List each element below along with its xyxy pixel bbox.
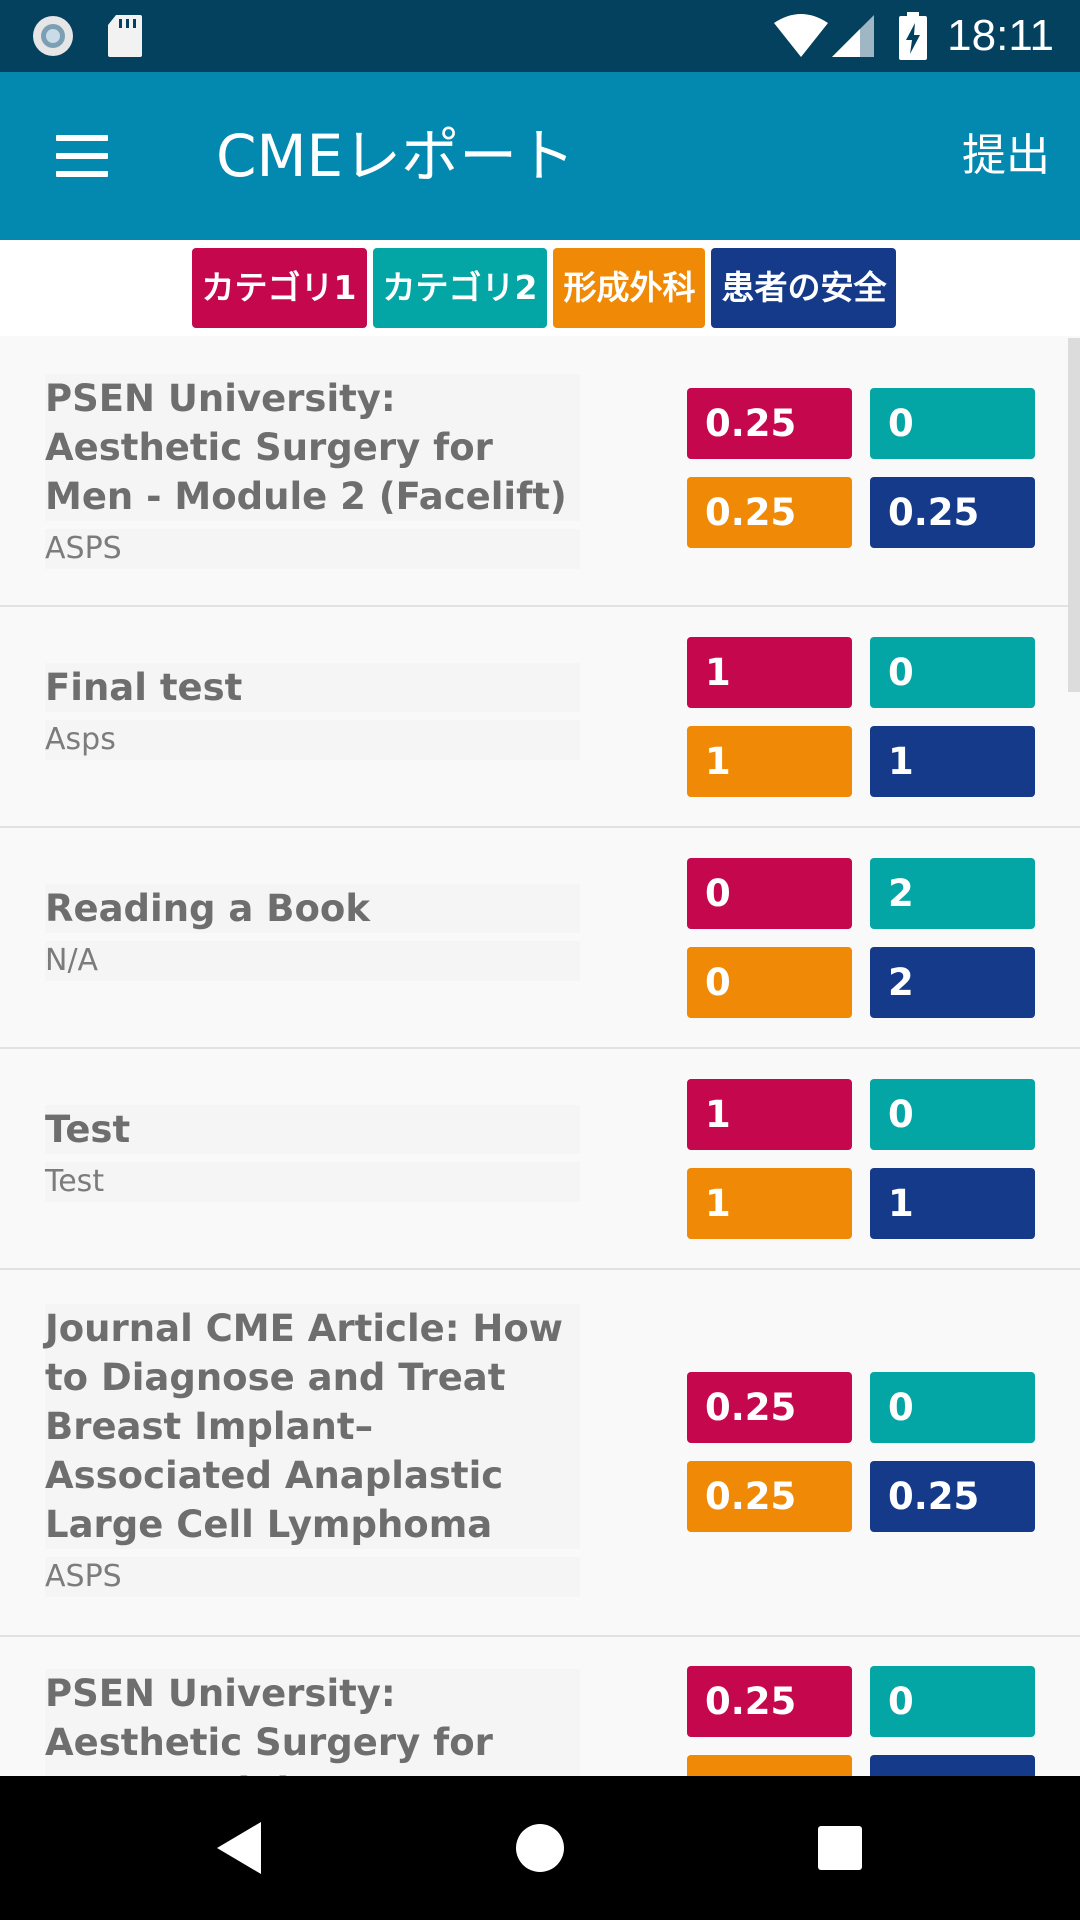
plastic-surgery-credit: 0 bbox=[687, 947, 852, 1018]
list-item[interactable]: Test Test 1 0 1 1 bbox=[0, 1049, 1080, 1270]
category1-credit: 0.25 bbox=[687, 388, 852, 459]
category2-credit: 0 bbox=[870, 1372, 1035, 1443]
item-provider: ASPS bbox=[45, 1557, 580, 1597]
plastic-surgery-credit: 1 bbox=[687, 1168, 852, 1239]
item-title: PSEN University: Aesthetic Surgery for M… bbox=[45, 374, 580, 521]
wifi-icon bbox=[772, 0, 830, 72]
recents-icon[interactable] bbox=[760, 1776, 920, 1920]
category2-credit: 0 bbox=[870, 1666, 1035, 1737]
category2-credit: 0 bbox=[870, 388, 1035, 459]
item-title: PSEN University: Aesthetic Surgery for M… bbox=[45, 1669, 580, 1776]
item-title: Final test bbox=[45, 663, 580, 712]
hamburger-menu-icon[interactable] bbox=[46, 120, 118, 192]
plastic-surgery-credit: 0.25 bbox=[687, 477, 852, 548]
legend-category1: カテゴリ1 bbox=[191, 248, 367, 328]
list-item[interactable]: Reading a Book N/A 0 2 0 2 bbox=[0, 828, 1080, 1049]
category2-credit: 0 bbox=[870, 1079, 1035, 1150]
item-provider: Test bbox=[45, 1162, 580, 1202]
item-provider: ASPS bbox=[45, 529, 580, 569]
patient-safety-credit bbox=[870, 1755, 1035, 1776]
category1-credit: 0.25 bbox=[687, 1372, 852, 1443]
patient-safety-credit: 1 bbox=[870, 726, 1035, 797]
back-icon[interactable] bbox=[160, 1776, 320, 1920]
category2-credit: 2 bbox=[870, 858, 1035, 929]
plastic-surgery-credit: 1 bbox=[687, 726, 852, 797]
legend-category2: カテゴリ2 bbox=[372, 248, 548, 328]
item-provider: Asps bbox=[45, 720, 580, 760]
cme-report-list: PSEN University: Aesthetic Surgery for M… bbox=[0, 336, 1080, 1776]
plastic-surgery-credit bbox=[687, 1755, 852, 1776]
home-icon[interactable] bbox=[460, 1776, 620, 1920]
patient-safety-credit: 2 bbox=[870, 947, 1035, 1018]
patient-safety-credit: 0.25 bbox=[870, 1461, 1035, 1532]
clock: 18:11 bbox=[947, 11, 1054, 60]
legend-patient-safety: 患者の安全 bbox=[711, 248, 897, 328]
legend-plastic-surgery: 形成外科 bbox=[553, 248, 706, 328]
item-provider: N/A bbox=[45, 941, 580, 981]
submit-button[interactable]: 提出 bbox=[962, 130, 1050, 181]
category2-credit: 0 bbox=[870, 637, 1035, 708]
app-bar: CMEレポート 提出 bbox=[0, 72, 1080, 240]
category1-credit: 1 bbox=[687, 1079, 852, 1150]
sd-card-icon bbox=[106, 0, 144, 72]
item-title: Reading a Book bbox=[45, 884, 580, 933]
category1-credit: 1 bbox=[687, 637, 852, 708]
list-item[interactable]: PSEN University: Aesthetic Surgery for M… bbox=[0, 336, 1080, 607]
scrollbar[interactable] bbox=[1068, 338, 1080, 692]
list-item[interactable]: Final test Asps 1 0 1 1 bbox=[0, 607, 1080, 828]
patient-safety-credit: 0.25 bbox=[870, 477, 1035, 548]
item-title: Journal CME Article: How to Diagnose and… bbox=[45, 1304, 580, 1549]
category-legend: カテゴリ1 カテゴリ2 形成外科 患者の安全 bbox=[0, 240, 1080, 336]
page-title: CMEレポート bbox=[216, 122, 576, 190]
item-title: Test bbox=[45, 1105, 580, 1154]
patient-safety-credit: 1 bbox=[870, 1168, 1035, 1239]
plastic-surgery-credit: 0.25 bbox=[687, 1461, 852, 1532]
category1-credit: 0.25 bbox=[687, 1666, 852, 1737]
record-icon bbox=[30, 0, 76, 72]
list-item[interactable]: Journal CME Article: How to Diagnose and… bbox=[0, 1270, 1080, 1637]
navigation-bar bbox=[0, 1776, 1080, 1920]
cellular-signal-icon bbox=[830, 0, 876, 72]
category1-credit: 0 bbox=[687, 858, 852, 929]
status-bar: 18:11 bbox=[0, 0, 1080, 72]
battery-charging-icon bbox=[898, 0, 928, 72]
list-item[interactable]: PSEN University: Aesthetic Surgery for M… bbox=[0, 1637, 1080, 1776]
